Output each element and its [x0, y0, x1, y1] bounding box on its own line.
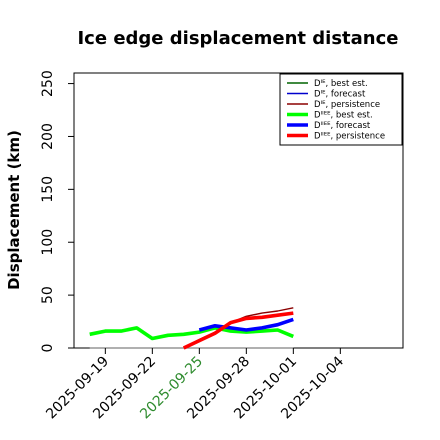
legend-entry-label: Dᴵᴱ, forecast: [314, 90, 366, 100]
legend-entry-label: Dᴵᴱ, persistence: [314, 100, 380, 110]
legend-entry-label: Dᴵᴵᴱᴱ, persistence: [314, 132, 385, 142]
chart-title: Ice edge displacement distance: [77, 28, 398, 49]
legend-box: [279, 73, 403, 146]
series-line-4: [198, 317, 294, 332]
series-line-5: [182, 311, 294, 350]
y-tick-label: 200: [40, 123, 56, 150]
y-tick-label: 50: [40, 286, 56, 304]
legend-entry-label: Dᴵᴱ, best est.: [314, 79, 368, 89]
y-tick-label: 0: [40, 344, 56, 353]
series-line-3: [89, 326, 294, 341]
legend-entry-label: Dᴵᴵᴱᴱ, forecast: [314, 121, 371, 131]
y-axis: 0 50 100 150 200 250: [40, 70, 74, 352]
y-tick-label: 250: [40, 70, 56, 97]
legend-entry-label: Dᴵᴵᴱᴱ, best est.: [314, 111, 373, 121]
y-axis-label: Displacement (km): [5, 130, 23, 290]
x-axis: 2025-09-192025-09-222025-09-252025-09-28…: [43, 348, 347, 422]
y-tick-label: 150: [40, 176, 56, 203]
series-layer: [89, 307, 294, 350]
y-tick-label: 100: [40, 229, 56, 256]
